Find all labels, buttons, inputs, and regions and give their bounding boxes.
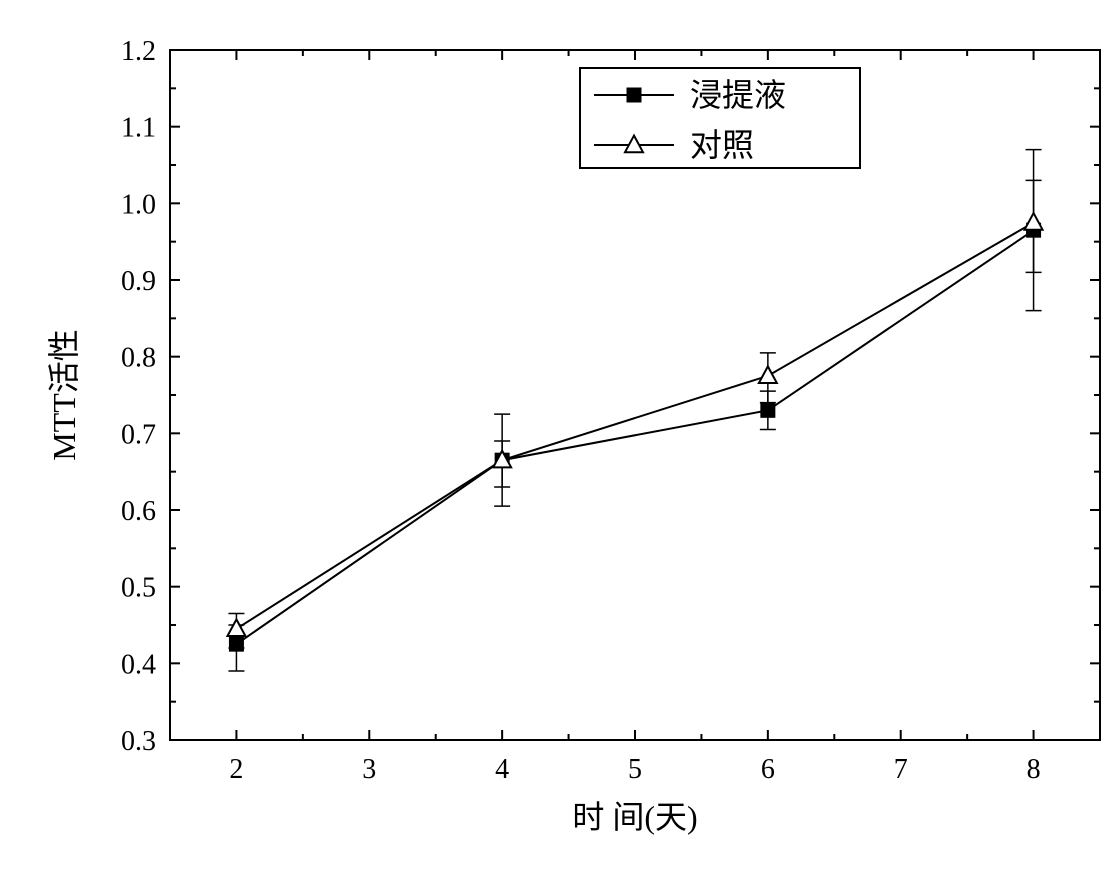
x-tick-label: 7 [894, 754, 908, 785]
y-tick-label: 0.9 [121, 266, 156, 297]
y-tick-label: 0.8 [121, 343, 156, 374]
legend-label: 浸提液 [690, 77, 786, 113]
x-tick-label: 4 [495, 754, 509, 785]
marker-triangle [759, 366, 777, 383]
marker-triangle [1025, 213, 1043, 230]
x-tick-label: 6 [761, 754, 775, 785]
y-axis-label: MTT活性 [46, 329, 82, 461]
x-axis-label: 时 间(天) [572, 799, 697, 835]
y-tick-label: 0.7 [121, 419, 156, 450]
legend-label: 对照 [690, 127, 754, 163]
legend: 浸提液对照 [580, 68, 860, 168]
y-tick-label: 1.1 [121, 113, 156, 144]
marker-triangle [227, 619, 245, 636]
marker-square [627, 88, 641, 102]
y-tick-label: 1.0 [121, 189, 156, 220]
chart-container: 2 3 4 5 6 7 8 0.3 0.4 0.5 0.6 0.7 0.8 0.9 1.0 1.1 1.2 时 间… [20, 20, 1118, 868]
line-chart: 2 3 4 5 6 7 8 0.3 0.4 0.5 0.6 0.7 0.8 0.9 1.0 1.1 1.2 时 间… [20, 20, 1118, 868]
y-tick-label: 0.6 [121, 496, 156, 527]
x-tick-label: 3 [362, 754, 376, 785]
marker-square [761, 403, 775, 417]
y-tick-label: 0.5 [121, 573, 156, 604]
y-tick-label: 0.4 [121, 649, 156, 680]
y-tick-label: 0.3 [121, 726, 156, 757]
x-tick-label: 5 [628, 754, 642, 785]
y-tick-label: 1.2 [121, 36, 156, 67]
x-tick-label: 8 [1027, 754, 1041, 785]
series-line-1 [236, 223, 1033, 629]
x-tick-label: 2 [229, 754, 243, 785]
marker-square [229, 637, 243, 651]
